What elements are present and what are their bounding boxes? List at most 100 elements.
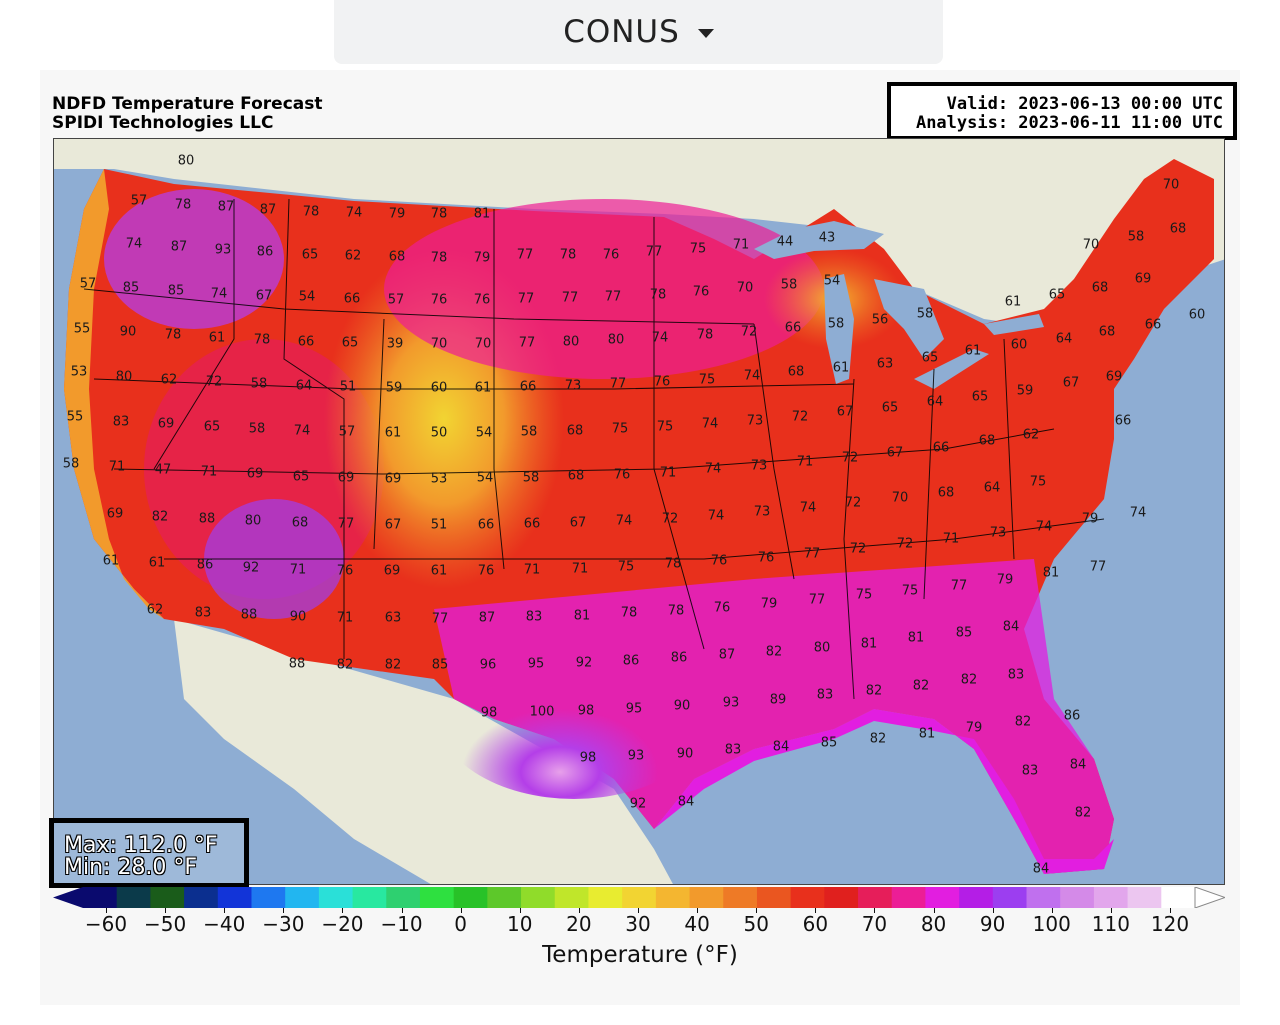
- temperature-label: 92: [575, 655, 593, 671]
- colorbar-tickmark: [165, 908, 167, 913]
- colorbar-segment: [1127, 887, 1162, 908]
- temperature-label: 86: [622, 653, 640, 669]
- colorbar-segment: [352, 887, 387, 908]
- temperature-label: 64: [295, 378, 313, 394]
- temperature-label: 71: [336, 610, 354, 626]
- temperature-map[interactable]: 80 57 78 87 87 78 74 79 78 81 74 87 93 86 65 62 68 78 79 77…: [53, 138, 1225, 885]
- temperature-label: 85: [431, 657, 449, 673]
- temperature-label: 82: [869, 731, 887, 747]
- temperature-label: 69: [383, 563, 401, 579]
- temperature-label: 77: [609, 376, 627, 392]
- temperature-label: 61: [148, 555, 166, 571]
- colorbar-label: Temperature (°F): [542, 942, 738, 968]
- temperature-label: 76: [653, 374, 671, 390]
- temperature-label: 58: [916, 306, 934, 322]
- temperature-label: 43: [818, 230, 836, 246]
- temperature-label: 72: [740, 324, 758, 340]
- temperature-label: 81: [907, 630, 925, 646]
- temperature-label: 78: [664, 556, 682, 572]
- temperature-label: 84: [772, 739, 790, 755]
- temperature-label: 81: [860, 636, 878, 652]
- temperature-label: 82: [336, 657, 354, 673]
- colorbar-tickmark: [1170, 908, 1171, 913]
- temperature-label: 65: [301, 247, 319, 263]
- colorbar-segment: [1026, 887, 1061, 908]
- colorbar-tick-label: 70: [861, 912, 888, 936]
- temperature-label: 78: [430, 250, 448, 266]
- min-value: Min: 28.0 °F: [64, 855, 198, 880]
- temperature-label: 80: [607, 332, 625, 348]
- colorbar-segment: [1161, 887, 1196, 908]
- colorbar-segment: [83, 887, 118, 908]
- colorbar-tick-label: 50: [743, 912, 769, 936]
- temperature-label: 82: [151, 509, 169, 525]
- temperature-label: 66: [523, 516, 541, 532]
- colorbar-tickmark: [460, 908, 462, 913]
- map-canvas: [54, 139, 1224, 884]
- temperature-label: 79: [996, 572, 1014, 588]
- colorbar-segment: [959, 887, 994, 908]
- colorbar-tickmark: [106, 908, 107, 913]
- temperature-label: 66: [477, 517, 495, 533]
- temperature-label: 77: [950, 578, 968, 594]
- colorbar-segment: [487, 887, 522, 908]
- colorbar-max-arrow: [1194, 887, 1225, 908]
- colorbar-tickmark: [756, 908, 758, 913]
- temperature-label: 71: [289, 562, 307, 578]
- valid-time-box: Valid: 2023-06-13 00:00 UTC Analysis: 20…: [887, 82, 1237, 140]
- colorbar-tick-label: 120: [1150, 912, 1190, 936]
- temperature-label: 75: [855, 587, 873, 603]
- temperature-label: 76: [613, 467, 631, 483]
- colorbar-tick-label: 20: [566, 912, 592, 936]
- temperature-label: 74: [1035, 519, 1053, 535]
- temperature-label: 98: [577, 703, 595, 719]
- temperature-label: 67: [569, 515, 587, 531]
- figure-title-line1: NDFD Temperature Forecast: [52, 94, 323, 114]
- temperature-label: 79: [473, 250, 491, 266]
- temperature-label: 76: [757, 550, 775, 566]
- temperature-label: 78: [559, 247, 577, 263]
- temperature-label: 66: [343, 291, 361, 307]
- colorbar-tick-label: −40: [203, 912, 246, 936]
- temperature-label: 44: [776, 234, 794, 250]
- colorbar-tick-label: 60: [802, 912, 829, 936]
- temperature-label: 75: [901, 583, 919, 599]
- temperature-label: 63: [384, 610, 402, 626]
- colorbar-segment: [689, 887, 724, 908]
- chevron-down-icon: [697, 28, 714, 38]
- temperature-label: 78: [696, 327, 714, 343]
- temperature-label: 74: [210, 286, 228, 302]
- temperature-label: 80: [562, 334, 580, 350]
- temperature-label: 82: [765, 644, 783, 660]
- colorbar-segment: [824, 887, 859, 908]
- figure-title: NDFD Temperature Forecast SPIDI Technolo…: [52, 95, 323, 133]
- temperature-label: 76: [713, 600, 731, 616]
- temperature-label: 66: [1144, 317, 1162, 333]
- temperature-label: 83: [816, 687, 834, 703]
- temperature-label: 76: [473, 292, 491, 308]
- colorbar-segment: [150, 887, 185, 908]
- temperature-label: 82: [1014, 714, 1032, 730]
- colorbar-segment: [116, 887, 151, 908]
- temperature-label: 69: [1134, 271, 1152, 287]
- temperature-label: 76: [336, 563, 354, 579]
- temperature-label: 65: [341, 335, 359, 351]
- temperature-label: 75: [698, 372, 716, 388]
- temperature-label: 75: [611, 421, 629, 437]
- colorbar-segment: [992, 887, 1028, 908]
- colorbar-tick-label: 30: [625, 912, 651, 936]
- temperature-label: 76: [602, 247, 620, 263]
- temperature-label: 78: [164, 327, 182, 343]
- temperature-label: 59: [385, 380, 403, 396]
- temperature-label: 79: [965, 720, 983, 736]
- temperature-label: 90: [676, 746, 694, 762]
- temperature-label: 84: [1069, 757, 1087, 773]
- temperature-label: 64: [926, 394, 944, 410]
- colorbar-tickmark: [1110, 908, 1112, 913]
- temperature-label: 75: [1029, 474, 1047, 490]
- colorbar-segment: [1060, 887, 1095, 908]
- temperature-label: 62: [160, 372, 178, 388]
- region-dropdown[interactable]: CONUS: [334, 0, 943, 64]
- temperature-label: 72: [849, 541, 867, 557]
- canada-land: [54, 139, 1224, 329]
